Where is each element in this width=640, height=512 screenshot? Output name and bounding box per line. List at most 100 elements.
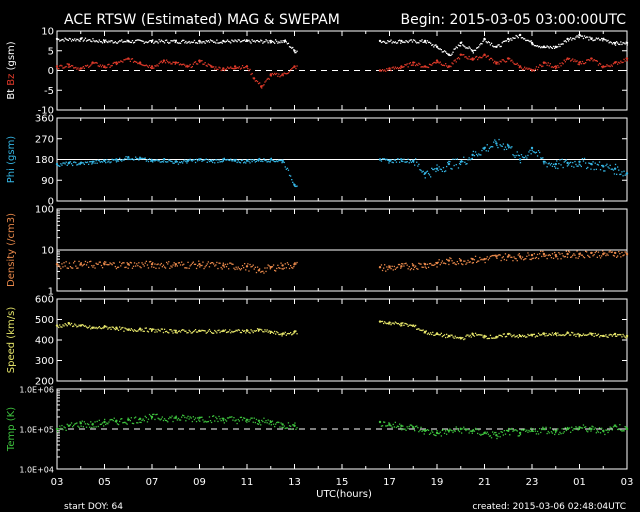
density-point [420,263,422,265]
temp-point [533,428,535,430]
phi-point [58,165,60,167]
temp-point [282,427,284,429]
speed-point [406,323,408,326]
density-point [535,256,538,259]
phi-point [384,158,386,160]
phi-point [119,157,121,159]
bt-point [587,36,589,38]
speed-point [441,335,443,338]
temp-point [168,418,170,420]
speed-point [403,324,405,326]
density-point [393,265,395,268]
temp-point [163,418,166,420]
bz-point [568,57,571,60]
speed-data-point [79,324,83,327]
phi-point [129,158,131,161]
bz-point [404,64,406,66]
bt-point [524,38,526,40]
phi-point [279,159,281,162]
density-point [433,264,435,266]
temp-point [74,423,76,425]
speed-point [549,333,551,336]
temp-data-point [412,426,415,429]
speed-point [81,324,83,326]
temp-point [115,421,118,423]
density-data-point [530,253,534,257]
bt-point [596,38,598,40]
density-point [262,270,264,272]
bt-point [278,41,280,43]
temp-ytick-label: 1.0E+05 [19,426,54,435]
speed-point [150,328,152,330]
phi-point [579,164,581,166]
speed-point [288,333,291,335]
speed-point [64,323,66,325]
phi-data-point [138,157,142,160]
density-point [239,269,242,271]
bt-point [595,37,597,39]
density-point [145,260,147,262]
bz-data-point [67,63,71,66]
bt-point [381,41,384,43]
density-point [527,252,529,254]
density-point [386,266,388,268]
phi-point [296,185,298,187]
bz-point [243,67,245,69]
bz-point [192,63,194,65]
density-point [465,263,467,265]
bz-point [405,64,407,66]
density-point [121,263,123,265]
bz-point [62,67,64,69]
bt-point [407,41,409,44]
density-data-point [245,265,249,268]
temp-point [79,421,81,423]
speed-point [275,333,277,335]
density-point [158,267,160,269]
density-point [114,265,116,268]
density-point [477,260,479,262]
temp-point [467,429,469,431]
phi-point [226,158,229,161]
bt-point [409,39,411,41]
phi-data-point [67,161,71,165]
density-point [75,265,77,267]
bz-data-point [507,57,510,60]
temp-point [220,420,222,422]
phi-point [204,159,206,161]
temp-point [401,429,403,431]
speed-point [244,330,246,332]
phi-point [94,162,96,164]
density-point [582,256,585,258]
temp-point [135,416,137,418]
temp-point [492,431,494,433]
speed-point [261,329,263,331]
density-point [496,257,498,259]
bz-point [217,68,219,71]
speed-point [493,337,495,339]
bt-point [88,39,90,41]
phi-data-point [115,158,118,161]
density-point [552,257,555,259]
density-point [469,261,471,263]
created-timestamp: created: 2015-03-06 02:48:04UTC [472,502,626,512]
density-point [189,265,191,267]
density-point [235,266,237,268]
bz-point [124,59,126,61]
temp-point [292,424,294,426]
temp-point [496,437,498,440]
bz-point [157,65,159,67]
speed-data-point [530,333,534,337]
speed-point [557,332,559,334]
bt-point [154,41,156,43]
speed-point [186,332,188,334]
bt-point [105,39,107,41]
phi-point [73,161,75,163]
temp-point [593,428,595,430]
speed-point [168,332,170,334]
temp-data-point [150,415,154,419]
temp-point [571,426,573,428]
phi-point [151,158,153,161]
temp-ylabel-part: Temp (K) [6,407,17,452]
density-point [515,258,517,260]
